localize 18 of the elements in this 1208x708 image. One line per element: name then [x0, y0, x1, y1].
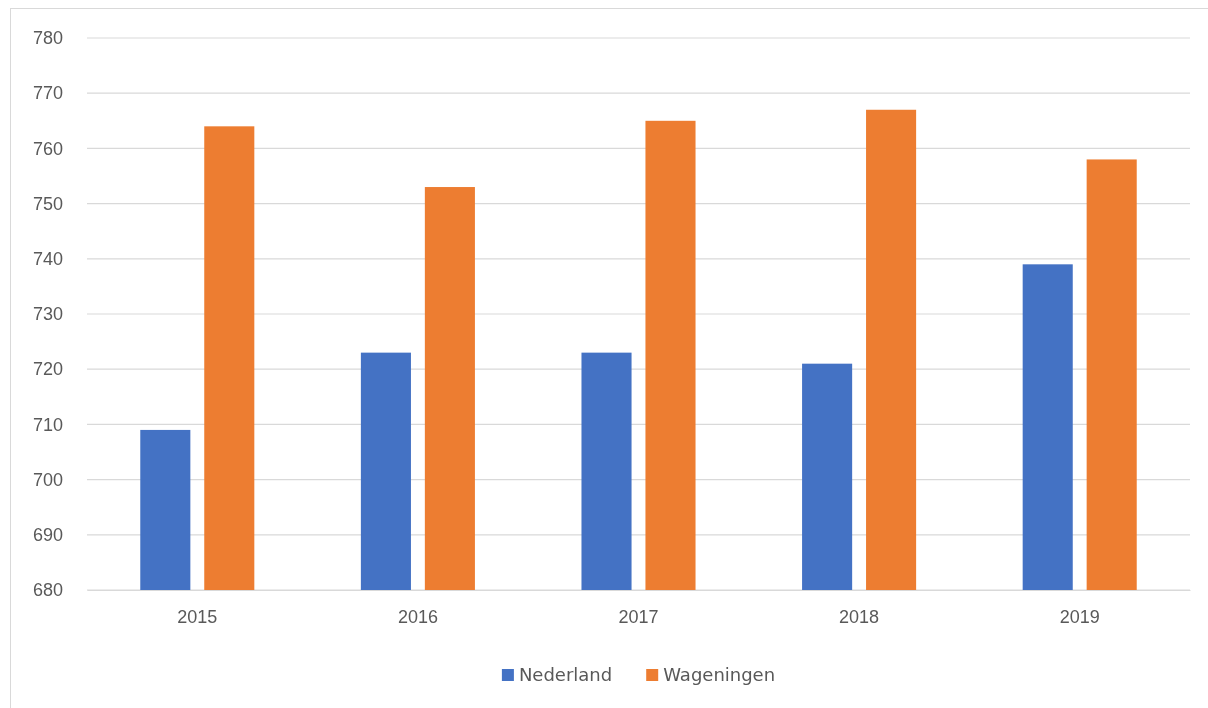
y-tick-label: 720 [32, 359, 63, 380]
x-tick-label: 2015 [177, 606, 218, 627]
y-tick-label: 760 [32, 138, 63, 159]
legend-label: Nederland [518, 664, 613, 686]
x-tick-label: 2018 [839, 606, 880, 627]
y-tick-label: 700 [32, 469, 63, 490]
x-tick-label: 2019 [1059, 606, 1100, 627]
legend-label: Wageningen [663, 664, 776, 686]
y-tick-label: 780 [32, 28, 63, 49]
x-tick-label: 2017 [618, 606, 659, 627]
y-tick-label: 730 [32, 304, 63, 325]
y-tick-label: 740 [32, 249, 63, 270]
y-tick-label: 750 [32, 193, 63, 214]
y-tick-label: 680 [32, 580, 63, 601]
y-tick-label: 710 [32, 414, 63, 435]
y-tick-label: 770 [32, 83, 63, 104]
x-tick-label: 2016 [397, 606, 438, 627]
y-tick-label: 690 [32, 525, 63, 546]
